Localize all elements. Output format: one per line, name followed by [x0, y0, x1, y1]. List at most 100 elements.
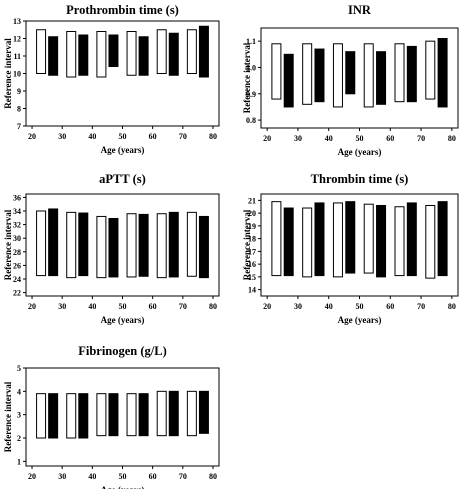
interval-bar-open — [96, 393, 107, 437]
interval-bar-open — [332, 43, 343, 108]
x-tick-label: 30 — [294, 134, 302, 143]
x-tick-label: 50 — [119, 132, 127, 141]
interval-bar-open — [271, 43, 282, 100]
x-tick-label: 70 — [179, 132, 187, 141]
y-tick-label: 22 — [13, 289, 21, 298]
interval-bar-filled — [78, 34, 89, 76]
interval-bar-open — [96, 31, 107, 78]
interval-bar-open — [271, 201, 282, 277]
interval-bar-filled — [138, 213, 149, 277]
x-tick-label: 40 — [88, 472, 96, 481]
x-tick-label: 60 — [149, 132, 157, 141]
x-tick-label: 30 — [58, 472, 66, 481]
x-axis-label: Age (years) — [101, 315, 145, 325]
x-tick-label: 30 — [58, 132, 66, 141]
y-tick-label: 26 — [13, 261, 21, 270]
interval-bar-open — [126, 213, 137, 278]
y-tick-label: 11 — [13, 52, 21, 61]
interval-bar-filled — [168, 32, 179, 76]
y-axis-label: Reference interval — [3, 381, 13, 452]
y-tick-label: 1 — [17, 457, 21, 466]
y-axis-label: Reference interval — [3, 38, 13, 109]
interval-bar-filled — [314, 48, 325, 103]
y-tick-label: 1.1 — [246, 37, 256, 46]
y-axis-label: Reference interval — [242, 42, 252, 113]
interval-bar-filled — [78, 393, 89, 439]
interval-bar-open — [66, 211, 77, 279]
x-tick-label: 20 — [263, 302, 271, 311]
y-tick-label: 32 — [13, 221, 21, 230]
x-tick-label: 30 — [58, 302, 66, 311]
x-axis-label: Age (years) — [338, 315, 382, 325]
interval-bar-open — [332, 202, 343, 278]
interval-bar-filled — [376, 51, 387, 105]
interval-bar-open — [156, 390, 167, 437]
x-tick-label: 20 — [28, 302, 36, 311]
y-tick-label: 14 — [248, 286, 256, 295]
interval-bar-filled — [437, 38, 448, 108]
interval-bar-open — [96, 215, 107, 279]
interval-bar-filled — [283, 53, 294, 108]
x-tick-label: 60 — [149, 302, 157, 311]
chart-title: Fibrinogen (g/L) — [78, 344, 167, 358]
y-tick-label: 21 — [248, 196, 256, 205]
x-tick-label: 60 — [386, 302, 394, 311]
interval-bar-open — [36, 393, 47, 439]
interval-bar-filled — [168, 211, 179, 278]
y-tick-label: 7 — [17, 122, 21, 131]
y-tick-label: 3 — [17, 411, 21, 420]
chart-title: INR — [348, 3, 372, 17]
interval-bar-filled — [78, 212, 89, 277]
x-tick-label: 80 — [448, 302, 456, 311]
interval-bar-open — [186, 211, 197, 277]
y-tick-label: 5 — [17, 364, 21, 373]
y-tick-label: 15 — [248, 273, 256, 282]
interval-bar-filled — [406, 45, 417, 103]
interval-bar-filled — [437, 201, 448, 277]
y-axis-label: Reference interval — [242, 209, 252, 280]
interval-bar-open — [394, 43, 405, 103]
interval-bar-open — [394, 206, 405, 277]
y-tick-label: 17 — [248, 247, 256, 256]
interval-bar-open — [36, 210, 47, 277]
interval-bar-filled — [48, 208, 59, 277]
y-tick-label: 2 — [17, 434, 21, 443]
x-tick-label: 60 — [149, 472, 157, 481]
interval-bar-filled — [48, 36, 59, 76]
y-tick-label: 34 — [13, 207, 21, 216]
y-tick-label: 16 — [248, 260, 256, 269]
x-axis-label: Age (years) — [101, 485, 145, 489]
interval-bar-filled — [376, 204, 387, 278]
x-tick-label: 70 — [417, 302, 425, 311]
x-tick-label: 70 — [417, 134, 425, 143]
interval-bar-filled — [198, 25, 209, 78]
y-tick-label: 19 — [248, 222, 256, 231]
y-tick-label: 12 — [13, 35, 21, 44]
chart-panel: Thrombin time (s) 20 30 40 50 60 70 80 14 15 16 17 1… — [242, 172, 459, 325]
y-tick-label: 30 — [13, 234, 21, 243]
interval-bar-open — [425, 204, 436, 279]
interval-bar-open — [66, 31, 77, 78]
y-tick-label: 8 — [17, 105, 21, 114]
interval-bar-filled — [168, 390, 179, 437]
chart-panel: Fibrinogen (g/L) 20 30 40 50 60 70 80 1 2 3 4 5 Age (… — [3, 344, 220, 489]
x-tick-label: 80 — [448, 134, 456, 143]
y-tick-label: 13 — [13, 17, 21, 26]
interval-bar-open — [363, 203, 374, 274]
interval-bar-filled — [345, 51, 356, 95]
x-tick-label: 40 — [88, 302, 96, 311]
interval-bar-open — [302, 43, 313, 105]
interval-bar-filled — [108, 393, 119, 437]
x-tick-label: 40 — [325, 134, 333, 143]
interval-bar-filled — [345, 201, 356, 274]
x-tick-label: 50 — [356, 134, 364, 143]
interval-bar-filled — [108, 217, 119, 278]
interval-bar-open — [66, 393, 77, 439]
chart-title: aPTT (s) — [99, 172, 146, 186]
y-tick-label: 18 — [248, 235, 256, 244]
y-tick-label: 28 — [13, 248, 21, 257]
interval-bar-filled — [138, 36, 149, 76]
x-tick-label: 50 — [356, 302, 364, 311]
x-axis-label: Age (years) — [338, 147, 382, 157]
